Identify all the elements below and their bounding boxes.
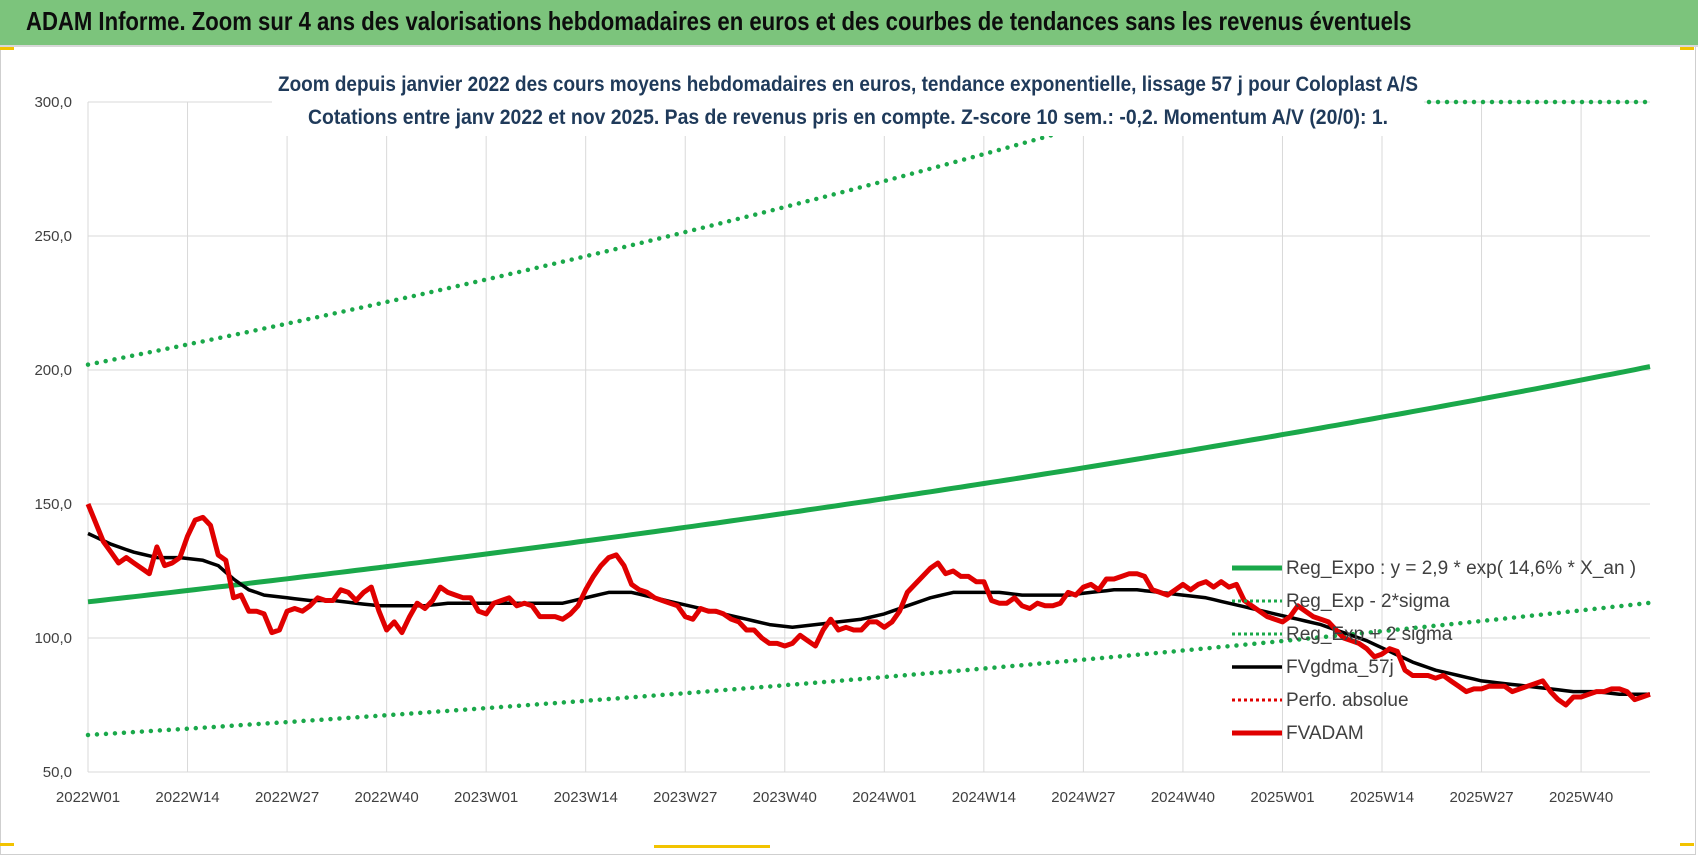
series-upper-band	[85, 101, 1163, 367]
x-tick-label-7: 2023W40	[753, 789, 817, 806]
legend-label-2: Reg_Exp + 2 sigma	[1286, 624, 1453, 645]
gridlines	[87, 101, 1650, 773]
legend-label-5: FVADAM	[1286, 723, 1364, 744]
legend-label-4: Perfo. absolue	[1286, 690, 1409, 711]
legend-label-1: Reg_Exp - 2*sigma	[1286, 591, 1450, 612]
axes: 50,0 100,0 150,0 200,0 250,0 300,0 2022W01 2022…	[34, 94, 1613, 806]
x-tick-label-4: 2023W01	[454, 789, 518, 806]
corner-mark-bottom-mid	[654, 845, 770, 848]
y-tick-label-1: 100,0	[34, 630, 72, 647]
x-tick-label-13: 2025W14	[1350, 789, 1414, 806]
x-tick-label-6: 2023W27	[653, 789, 717, 806]
legend: Reg_Expo : y = 2,9 * exp( 14,6% * X_an )…	[1232, 558, 1636, 744]
series	[85, 364, 1651, 708]
x-tick-label-3: 2022W40	[355, 789, 419, 806]
x-tick-label-14: 2025W27	[1449, 789, 1513, 806]
chart-title: Zoom depuis janvier 2022 des cours moyen…	[272, 60, 1424, 136]
series-fvadam	[85, 503, 1651, 708]
chart-title-line1: Zoom depuis janvier 2022 des cours moyen…	[278, 73, 1418, 96]
x-tick-label-10: 2024W27	[1051, 789, 1115, 806]
chart: Zoom depuis janvier 2022 des cours moyen…	[34, 60, 1653, 806]
report-header: ADAM Informe. Zoom sur 4 ans des valoris…	[0, 0, 1698, 47]
band-lines	[85, 99, 1653, 738]
y-tick-label-0: 50,0	[43, 764, 72, 781]
x-tick-label-0: 2022W01	[56, 789, 120, 806]
title-background	[272, 60, 1424, 136]
y-tick-label-4: 250,0	[34, 228, 72, 245]
series-reg-expo	[87, 364, 1651, 605]
legend-label-3: FVgdma_57j	[1286, 657, 1394, 678]
x-tick-label-15: 2025W40	[1549, 789, 1613, 806]
chart-title-line2: Cotations entre janv 2022 et nov 2025. P…	[308, 106, 1388, 129]
x-tick-label-9: 2024W14	[952, 789, 1016, 806]
corner-mark-top-right	[1680, 47, 1694, 50]
corner-mark-bottom-left	[0, 843, 14, 846]
y-tick-label-2: 150,0	[34, 496, 72, 513]
x-tick-label-2: 2022W27	[255, 789, 319, 806]
y-tick-label-3: 200,0	[34, 362, 72, 379]
x-tick-label-1: 2022W14	[155, 789, 219, 806]
corner-mark-top-left	[0, 47, 14, 50]
y-tick-label-5: 300,0	[34, 94, 72, 111]
series-lower-band	[85, 600, 1653, 738]
legend-label-0: Reg_Expo : y = 2,9 * exp( 14,6% * X_an )	[1286, 558, 1636, 579]
corner-mark-bottom-right	[1680, 843, 1694, 846]
x-tick-label-8: 2024W01	[852, 789, 916, 806]
x-tick-label-5: 2023W14	[554, 789, 618, 806]
x-tick-label-12: 2025W01	[1250, 789, 1314, 806]
report-title: ADAM Informe. Zoom sur 4 ans des valoris…	[26, 6, 1412, 36]
x-tick-label-11: 2024W40	[1151, 789, 1215, 806]
